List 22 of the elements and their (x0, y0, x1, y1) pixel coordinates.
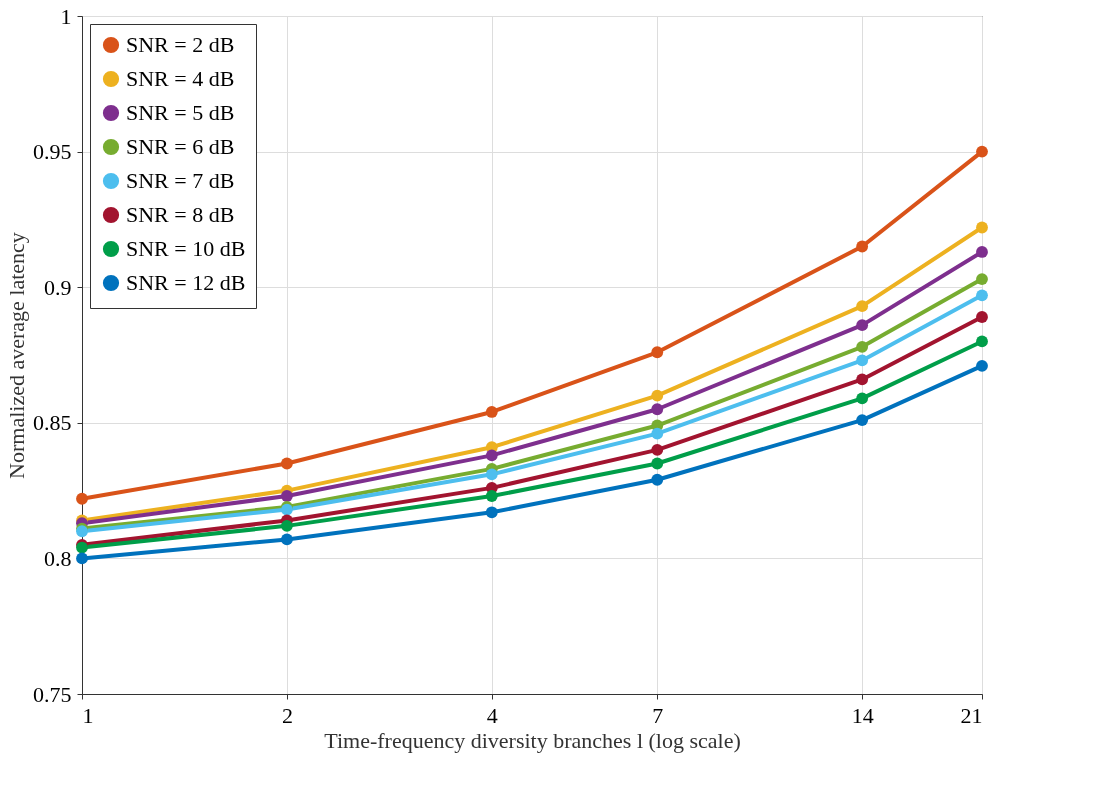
legend-label: SNR = 2 dB (126, 32, 235, 57)
x-tick-label: 14 (851, 702, 874, 728)
legend-label: SNR = 12 dB (126, 270, 246, 295)
x-tick-label: 2 (281, 702, 293, 728)
legend-label: SNR = 5 dB (126, 100, 235, 125)
legend-label: SNR = 7 dB (126, 168, 235, 193)
y-axis-title: Normalized average latency (4, 232, 29, 479)
y-tick-label: 0.75 (33, 681, 72, 707)
x-tick-label: 7 (652, 702, 664, 728)
legend-label: SNR = 10 dB (126, 236, 246, 261)
legend-label: SNR = 4 dB (126, 66, 235, 91)
y-tick-label: 1 (60, 3, 72, 29)
y-tick-label: 0.9 (44, 274, 72, 300)
y-tick-label: 0.8 (44, 545, 72, 571)
x-tick-label: 1 (82, 702, 94, 728)
legend-label: SNR = 6 dB (126, 134, 235, 159)
x-tick-label: 21 (960, 702, 983, 728)
legend-label: SNR = 8 dB (126, 202, 235, 227)
x-tick-label: 4 (486, 702, 498, 728)
y-tick-label: 0.85 (33, 410, 72, 436)
x-axis-title: Time-frequency diversity branches l (log scale) (324, 727, 741, 753)
y-tick-label: 0.95 (33, 139, 72, 165)
